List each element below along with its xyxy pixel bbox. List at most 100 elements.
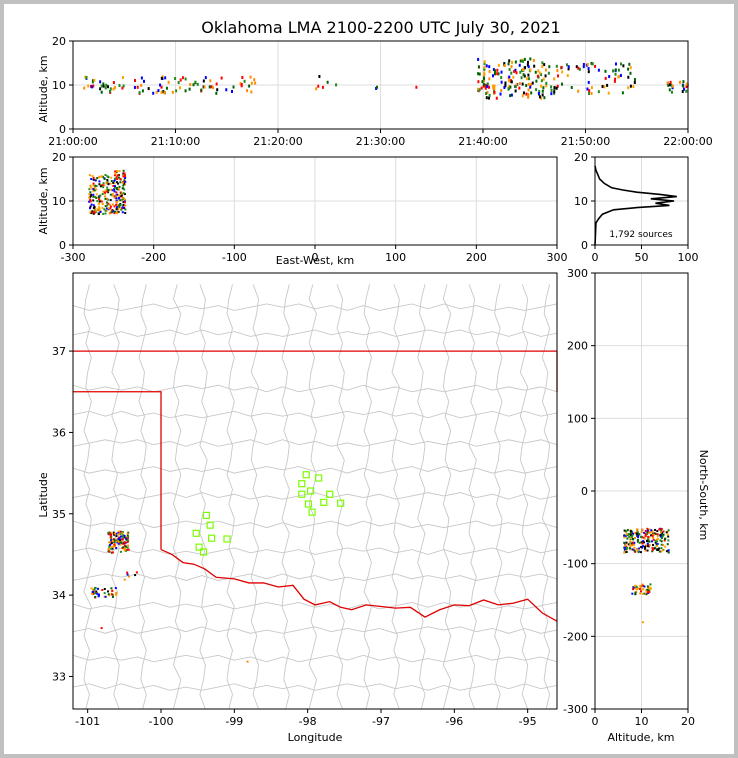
source-point	[646, 588, 649, 591]
source-point	[215, 91, 218, 95]
source-point	[519, 59, 522, 63]
source-point	[83, 86, 86, 90]
source-point	[577, 89, 580, 93]
source-point	[124, 211, 127, 214]
source-point	[482, 82, 485, 86]
source-point	[614, 72, 617, 76]
source-point	[622, 64, 625, 68]
source-point	[103, 587, 106, 590]
lma-station-marker	[298, 480, 306, 488]
source-point	[115, 188, 118, 191]
source-point	[92, 592, 95, 595]
source-point	[529, 83, 532, 87]
source-point	[117, 537, 120, 540]
source-point	[106, 85, 109, 89]
source-point	[113, 210, 116, 213]
county-line	[72, 520, 558, 529]
source-point	[126, 541, 129, 544]
y-tick-label: 36	[52, 426, 66, 439]
source-point	[577, 66, 580, 70]
source-point	[631, 541, 634, 544]
y-tick-label: 10	[574, 195, 588, 208]
source-point	[625, 533, 628, 536]
source-point	[566, 74, 569, 78]
source-point	[85, 75, 88, 79]
source-point	[225, 88, 228, 92]
source-point	[90, 212, 93, 215]
source-point	[578, 67, 581, 71]
source-point	[591, 62, 594, 66]
source-point	[682, 84, 685, 88]
source-point	[651, 540, 654, 543]
source-point	[117, 187, 120, 190]
y-tick-label: 100	[567, 412, 588, 425]
source-point	[109, 205, 112, 208]
source-point	[659, 539, 662, 542]
source-point	[122, 192, 125, 195]
source-point	[543, 63, 546, 67]
state-border-red-river	[160, 548, 558, 622]
source-point	[641, 588, 644, 591]
source-point	[555, 86, 558, 90]
source-point	[102, 190, 105, 193]
source-point	[94, 184, 97, 187]
source-point	[118, 204, 121, 207]
source-point	[667, 539, 670, 542]
source-point	[127, 536, 130, 539]
source-point	[97, 212, 100, 215]
source-point	[645, 532, 648, 535]
ew-altitude-ylabel: Altitude, km	[37, 167, 50, 234]
source-point	[648, 590, 651, 593]
source-point	[658, 547, 661, 550]
source-point	[107, 188, 110, 191]
source-point	[661, 533, 664, 536]
source-point	[482, 84, 485, 88]
county-line	[72, 384, 558, 393]
source-point	[556, 84, 559, 88]
source-point	[661, 531, 664, 534]
source-point	[521, 59, 524, 63]
source-point	[123, 198, 126, 201]
source-point	[631, 548, 634, 551]
source-point	[638, 541, 641, 544]
source-point	[99, 87, 102, 91]
source-point	[636, 549, 639, 552]
source-point	[643, 531, 646, 534]
source-point	[654, 539, 657, 542]
source-point	[188, 87, 191, 91]
source-point	[632, 85, 635, 89]
source-point	[664, 537, 667, 540]
source-point	[646, 549, 649, 552]
lma-station-marker	[326, 490, 334, 498]
source-point	[685, 85, 688, 89]
source-point	[587, 67, 590, 71]
source-point	[115, 200, 118, 203]
source-point	[631, 544, 634, 547]
source-point	[110, 587, 113, 590]
source-point	[646, 531, 649, 534]
source-point	[115, 197, 118, 200]
source-point	[639, 592, 642, 595]
source-point	[639, 584, 642, 587]
source-point	[527, 92, 530, 96]
source-point	[547, 71, 550, 75]
source-point	[117, 533, 120, 536]
source-point	[89, 194, 92, 197]
source-point	[210, 85, 213, 89]
source-point	[525, 84, 528, 88]
source-point	[200, 88, 203, 92]
y-tick-label: -200	[563, 630, 588, 643]
source-point	[637, 587, 640, 590]
source-point	[120, 208, 123, 211]
source-point	[126, 548, 129, 551]
source-point	[113, 179, 116, 182]
source-point	[496, 68, 499, 72]
source-point	[109, 89, 112, 93]
source-point	[590, 61, 593, 65]
source-point	[112, 181, 115, 184]
source-point	[103, 592, 106, 595]
source-point	[95, 185, 98, 188]
source-point	[100, 627, 103, 630]
source-point	[246, 89, 249, 93]
source-point	[115, 181, 118, 184]
